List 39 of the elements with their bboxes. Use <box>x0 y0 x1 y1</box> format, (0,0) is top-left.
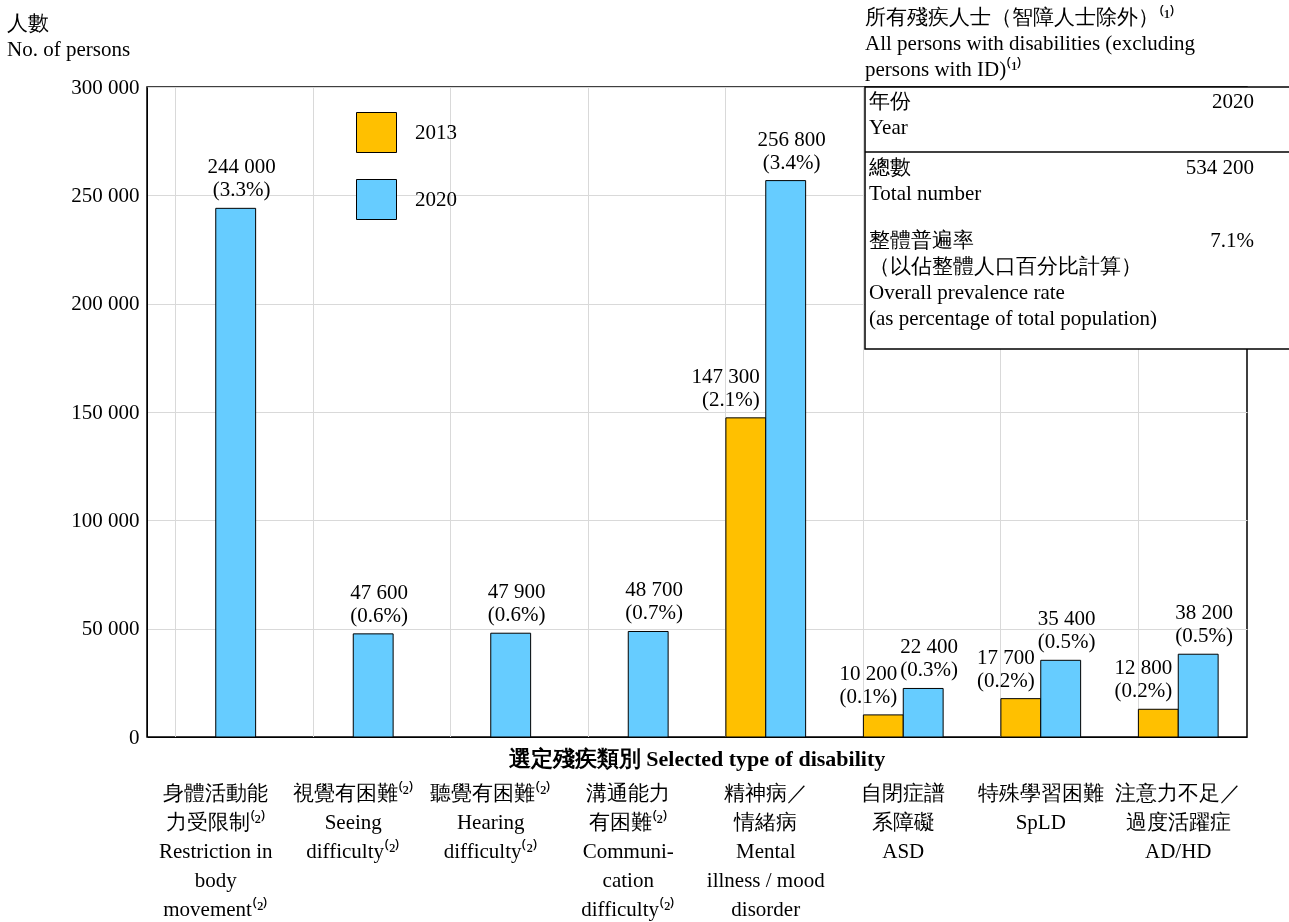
y-tick-label: 0 <box>129 724 140 749</box>
data-label: 22 400 (0.3%) <box>900 634 959 682</box>
data-label: 256 800 (3.4%) <box>757 126 826 174</box>
data-label: 38 200 (0.5%) <box>1175 600 1234 648</box>
annotation: 整體普遍率（以佔整體人口百分比計算） Overall prevalence rate (as percentage of total population) <box>869 228 1158 330</box>
annotation: 7.1% <box>1210 228 1254 252</box>
data-label: 17 700 (0.2%) <box>977 644 1035 692</box>
x-tick-label: 身體活動能力受限制⁽²⁾ Restriction in body movement⁽²⁾ <box>158 780 274 921</box>
data-label: 35 400 (0.5%) <box>1037 606 1096 654</box>
x-tick-label: 精神病／情緒病 Mental illness / mood disorder <box>706 780 826 921</box>
data-label: 12 800 (0.2%) <box>1114 655 1173 703</box>
y-tick-label: 250 000 <box>71 182 140 207</box>
x-tick-label: 特殊學習困難 SpLD <box>977 780 1104 834</box>
x-tick-label: 溝通能力有困難⁽²⁾ Communi- cation difficulty⁽²⁾ <box>581 780 676 921</box>
text: All persons with disabilities (excluding persons with ID)⁽¹⁾ <box>865 31 1196 81</box>
annotation: 2020 <box>1212 89 1254 113</box>
y-axis-title: 人數 No. of persons <box>7 11 131 61</box>
annotation: 年份 Year <box>869 89 911 139</box>
y-tick-label: 300 000 <box>71 74 140 99</box>
y-tick-label: 50 000 <box>81 616 140 641</box>
x-tick-label: 自閉症譜系障礙 ASD <box>861 780 946 863</box>
x-tick-label: 聽覺有困難⁽²⁾ Hearing difficulty⁽²⁾ <box>430 779 552 863</box>
y-tick-label: 150 000 <box>71 399 140 424</box>
x-tick-label: 視覺有困難⁽²⁾ Seeing difficulty⁽²⁾ <box>292 779 414 863</box>
legend-label: 2020 <box>415 186 457 211</box>
y-tick-label: 200 000 <box>71 291 140 316</box>
text: 所有殘疾人士（智障人士除外）⁽¹⁾ <box>865 4 1176 29</box>
data-label: 47 600 (0.6%) <box>350 579 409 627</box>
data-label: 10 200 (0.1%) <box>839 660 898 708</box>
data-label: 147 300 (2.1%) <box>691 363 760 411</box>
annotation: 534 200 <box>1185 155 1254 179</box>
x-axis-title: 選定殘疾類別 Selected type of disability <box>508 746 886 771</box>
annotation: 總數 Total number <box>868 155 982 205</box>
x-tick-label: 注意力不足／過度活躍症 AD/HD <box>1115 780 1242 863</box>
data-label: 47 900 (0.6%) <box>487 579 546 627</box>
y-tick-label: 100 000 <box>71 507 140 532</box>
data-label: 48 700 (0.7%) <box>625 577 684 625</box>
legend-label: 2013 <box>415 119 457 144</box>
data-label: 244 000 (3.3%) <box>207 154 276 202</box>
